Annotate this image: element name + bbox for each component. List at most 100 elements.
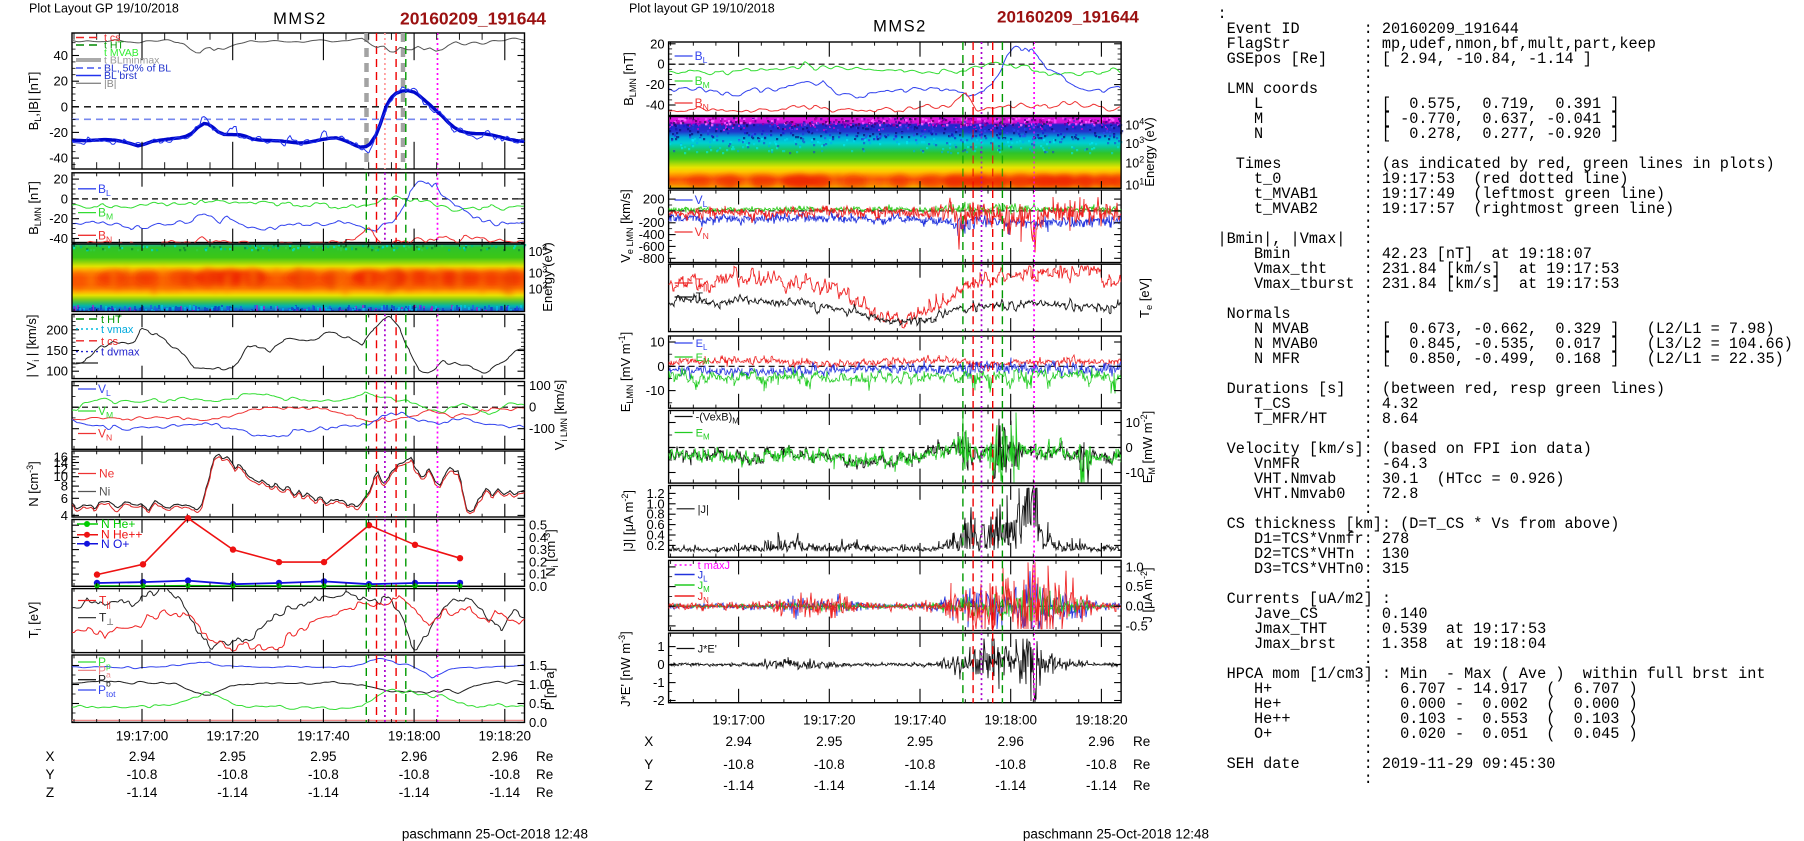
svg-text:20: 20 — [650, 36, 664, 51]
svg-text:-10.8: -10.8 — [814, 757, 845, 772]
svg-text:2.96: 2.96 — [401, 749, 427, 764]
svg-text:-200: -200 — [639, 215, 665, 230]
svg-text:2.95: 2.95 — [816, 734, 842, 749]
svg-text:4: 4 — [61, 508, 68, 523]
svg-text:-10.8: -10.8 — [995, 757, 1026, 772]
svg-text:-(VexB)M: -(VexB)M — [696, 412, 740, 426]
svg-text:12: 12 — [54, 462, 68, 477]
svg-text:VL​: VL​ — [98, 382, 111, 398]
svg-text:BLMN​ [nT]: BLMN​ [nT] — [621, 52, 638, 106]
svg-text:T||​: T||​ — [696, 276, 708, 292]
svg-text:0.0: 0.0 — [529, 579, 547, 594]
svg-text:|J|: |J| — [698, 504, 709, 516]
svg-text:-1: -1 — [653, 675, 665, 690]
svg-text:BL​: BL​ — [98, 182, 111, 198]
svg-text:0.3: 0.3 — [529, 542, 547, 557]
svg-text:Re: Re — [1133, 757, 1150, 772]
svg-text:2.95: 2.95 — [310, 749, 336, 764]
svg-text:-20: -20 — [49, 211, 68, 226]
svg-text:20: 20 — [54, 74, 68, 89]
svg-text:8: 8 — [61, 479, 68, 494]
svg-text:Te​ [eV]: Te​ [eV] — [1137, 278, 1154, 318]
svg-text:19:17:00: 19:17:00 — [712, 713, 765, 728]
svg-text:19:18:20: 19:18:20 — [479, 729, 532, 744]
svg-text:Re: Re — [1133, 778, 1150, 793]
svg-text:10: 10 — [1126, 415, 1140, 430]
svg-text:-100: -100 — [529, 421, 555, 436]
svg-text:t MVAB: t MVAB — [104, 47, 139, 59]
svg-text:|B|: |B| — [104, 78, 116, 90]
svg-text:-20: -20 — [646, 77, 665, 92]
svg-text:Pb​: Pb​ — [98, 673, 111, 689]
svg-text:0.4: 0.4 — [647, 528, 665, 543]
svg-text:2.96: 2.96 — [998, 734, 1024, 749]
svg-text:200: 200 — [46, 322, 68, 337]
svg-text:Re: Re — [1133, 734, 1150, 749]
svg-text:0.0: 0.0 — [1126, 599, 1144, 614]
svg-text:0.1: 0.1 — [529, 567, 547, 582]
svg-text:0.8: 0.8 — [647, 507, 665, 522]
svg-text:paschmann 25-Oct-2018 12:48: paschmann 25-Oct-2018 12:48 — [402, 827, 588, 841]
svg-text:6: 6 — [61, 491, 68, 506]
svg-text:-10: -10 — [1126, 465, 1145, 480]
svg-text:19:17:20: 19:17:20 — [803, 713, 856, 728]
svg-text:0: 0 — [657, 657, 664, 672]
svg-text:| Vi​ | [km/s]: | Vi​ | [km/s] — [24, 315, 41, 378]
svg-text:19:17:20: 19:17:20 — [206, 729, 259, 744]
svg-text:Ve LMN​ [km/s]: Ve LMN​ [km/s] — [618, 189, 635, 262]
svg-text:VN​: VN​ — [98, 427, 112, 443]
svg-text:19:18:00: 19:18:00 — [388, 729, 441, 744]
svg-text:t HT: t HT — [101, 314, 122, 326]
svg-text:-1.14: -1.14 — [489, 785, 520, 800]
svg-text:40: 40 — [54, 48, 68, 63]
svg-text:0.2: 0.2 — [647, 538, 665, 553]
svg-text:-40: -40 — [49, 151, 68, 166]
svg-text:Ni: Ni — [99, 485, 110, 499]
svg-text:0: 0 — [1126, 440, 1133, 455]
svg-text:N He++: N He++ — [101, 528, 142, 542]
svg-text:t HT: t HT — [104, 40, 124, 52]
svg-text:EL​: EL​ — [696, 338, 708, 352]
svg-text:Re: Re — [536, 749, 553, 764]
svg-text:Energy (eV): Energy (eV) — [1142, 117, 1157, 186]
svg-text:Energy (eV): Energy (eV) — [540, 242, 555, 311]
svg-text:19:18:00: 19:18:00 — [984, 713, 1037, 728]
svg-text:0: 0 — [657, 57, 664, 72]
svg-text:paschmann 25-Oct-2018 12:48: paschmann 25-Oct-2018 12:48 — [1023, 827, 1209, 841]
svg-text:N [cm-3​]: N [cm-3​] — [25, 461, 41, 507]
svg-text:X: X — [45, 749, 54, 764]
svg-text:Re: Re — [536, 767, 553, 782]
svg-text:1.5: 1.5 — [529, 658, 547, 673]
svg-text:1.0: 1.0 — [647, 496, 665, 511]
svg-text:J*E' [nW m-3​]: J*E' [nW m-3​] — [617, 631, 633, 707]
svg-text:BM​: BM​ — [695, 74, 710, 90]
svg-text:19:17:00: 19:17:00 — [116, 729, 169, 744]
svg-text:VN​: VN​ — [695, 225, 709, 241]
svg-text:BL, 50% of BL: BL, 50% of BL — [104, 63, 171, 75]
svg-text:EM​: EM​ — [696, 352, 710, 366]
svg-text:Ti​ [eV]: Ti​ [eV] — [26, 602, 43, 639]
svg-text:X: X — [644, 734, 653, 749]
svg-text:0.5: 0.5 — [529, 696, 547, 711]
svg-text:P [nPa]: P [nPa] — [542, 668, 557, 710]
svg-text:-10.8: -10.8 — [308, 767, 339, 782]
svg-text:Ni​ [cm-3​]: Ni​ [cm-3​] — [542, 529, 560, 577]
svg-text:-10.8: -10.8 — [905, 757, 936, 772]
svg-text:Z: Z — [46, 785, 54, 800]
svg-text:-1.14: -1.14 — [308, 785, 339, 800]
svg-text:BL​,|B| [nT]: BL​,|B| [nT] — [26, 72, 43, 131]
svg-text:t dvmax: t dvmax — [101, 347, 140, 359]
svg-text:t BLminmax: t BLminmax — [104, 55, 160, 67]
svg-text:Ne: Ne — [99, 467, 115, 481]
svg-text:t cs: t cs — [101, 336, 119, 348]
svg-text:1: 1 — [657, 639, 664, 654]
svg-text:-10.8: -10.8 — [399, 767, 430, 782]
svg-text:J*E': J*E' — [698, 644, 717, 656]
svg-text:-1.14: -1.14 — [399, 785, 430, 800]
svg-text:-1.14: -1.14 — [995, 778, 1026, 793]
svg-text:-20: -20 — [49, 125, 68, 140]
svg-text:JN​: JN​ — [698, 591, 710, 605]
svg-text:MMS2: MMS2 — [273, 10, 327, 28]
svg-text:0: 0 — [657, 203, 664, 218]
svg-text:0: 0 — [61, 191, 68, 206]
